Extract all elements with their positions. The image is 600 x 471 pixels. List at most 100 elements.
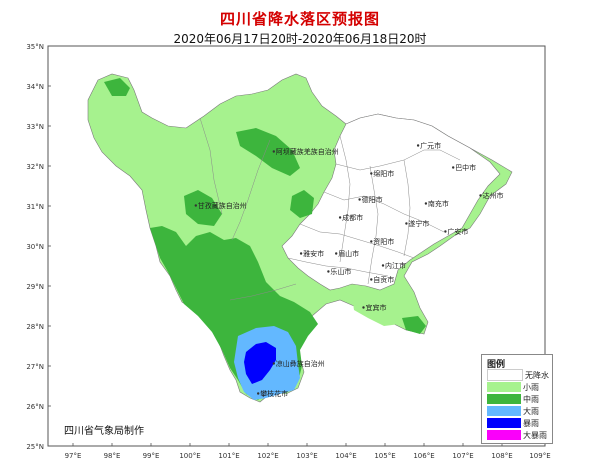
- place-label: 巴中市: [455, 163, 476, 172]
- no-rain-area: [281, 113, 501, 291]
- legend-swatch-rainstorm: [487, 418, 521, 428]
- legend-item-extreme: 大暴雨: [487, 429, 547, 441]
- place-label: 甘孜藏族自治州: [198, 201, 247, 210]
- legend-item-rainstorm: 暴雨: [487, 417, 539, 429]
- place-marker: [257, 392, 260, 395]
- place-marker: [370, 278, 373, 281]
- lon-label-98: 98°E: [104, 452, 121, 460]
- legend-title: 图例: [487, 360, 506, 370]
- moderate-rain-west: [184, 190, 222, 226]
- place-marker: [272, 150, 275, 153]
- place-label: 成都市: [342, 213, 363, 222]
- lat-label-32: 32°N: [26, 163, 44, 171]
- lon-label-102: 102°E: [257, 452, 278, 460]
- lat-label-35: 35°N: [26, 43, 44, 51]
- lon-label-105: 105°E: [374, 452, 395, 460]
- place-label: 宜宾市: [366, 303, 387, 312]
- place-marker: [299, 252, 303, 255]
- lon-label-108: 108°E: [491, 452, 512, 460]
- legend-item-moderate: 中雨: [487, 393, 539, 405]
- forecast-period: 2020年06月17日20时-2020年06月18日20时: [173, 32, 427, 46]
- place-label: 绵阳市: [373, 169, 394, 178]
- moderate-rain-aba: [236, 128, 300, 176]
- map-title: 四川省降水落区预报图: [219, 10, 380, 28]
- place-label: 凉山彝族自治州: [276, 359, 325, 368]
- city-boundaries: [199, 117, 461, 301]
- place-marker: [362, 306, 365, 309]
- light-rain-yibin: [352, 296, 402, 326]
- lon-label-101: 101°E: [218, 452, 239, 460]
- place-label: 乐山市: [330, 267, 351, 276]
- lat-label-33: 33°N: [26, 123, 44, 131]
- lon-label-107: 107°E: [452, 452, 473, 460]
- lon-label-103: 103°E: [296, 452, 317, 460]
- place-label: 内江市: [385, 261, 406, 270]
- place-label: 遂宁市: [408, 219, 429, 228]
- moderate-rain-east: [402, 316, 426, 334]
- lon-label-104: 104°E: [335, 452, 356, 460]
- place-marker: [370, 240, 373, 243]
- lat-label-25: 25°N: [26, 443, 44, 451]
- place-marker: [335, 252, 338, 255]
- place-marker: [444, 230, 447, 233]
- lat-label-34: 34°N: [26, 83, 44, 91]
- legend-swatch-none: [487, 369, 523, 381]
- place-marker: [327, 270, 330, 273]
- place-marker: [272, 362, 275, 365]
- place-marker: [424, 202, 428, 205]
- place-marker: [381, 264, 385, 267]
- lat-label-28: 28°N: [26, 323, 44, 331]
- place-label: 眉山市: [338, 249, 359, 258]
- rainstorm-area: [244, 342, 276, 384]
- lat-label-27: 27°N: [26, 363, 44, 371]
- place-marker: [358, 198, 361, 201]
- legend-label-none: 无降水: [525, 370, 549, 380]
- moderate-rain-center: [290, 190, 314, 218]
- place-marker: [194, 204, 197, 207]
- place-label: 阿坝藏族羌族自治州: [276, 147, 339, 156]
- place-marker: [338, 216, 342, 219]
- place-label: 南充市: [428, 199, 449, 208]
- province-regions: [87, 73, 513, 403]
- place-label: 攀枝花市: [260, 389, 288, 398]
- legend: 图例 无降水 小雨 中雨 大雨 暴雨 大暴雨: [481, 354, 553, 444]
- lat-label-30: 30°N: [26, 243, 44, 251]
- place-marker: [405, 222, 408, 225]
- legend-item-light: 小雨: [487, 381, 539, 393]
- legend-swatch-extreme: [487, 430, 521, 440]
- legend-swatch-light: [487, 382, 521, 392]
- place-marker: [370, 172, 373, 175]
- producer-credit: 四川省气象局制作: [64, 426, 144, 437]
- lon-label-97: 97°E: [65, 452, 82, 460]
- longitude-ticks: [72, 443, 503, 446]
- lat-label-26: 26°N: [26, 403, 44, 411]
- legend-swatch-heavy: [487, 406, 521, 416]
- longitude-axis: 97°E 98°E 99°E 100°E 101°E 102°E 103°E 1…: [65, 452, 551, 460]
- legend-swatch-moderate: [487, 394, 521, 404]
- place-marker: [479, 194, 482, 197]
- place-label: 广安市: [447, 227, 468, 236]
- latitude-axis: 35°N 34°N 33°N 32°N 31°N 30°N 29°N 28°N …: [26, 43, 44, 451]
- legend-item-heavy: 大雨: [487, 405, 539, 417]
- lon-label-100: 100°E: [179, 452, 200, 460]
- legend-label-light: 小雨: [523, 382, 539, 392]
- legend-label-extreme: 大暴雨: [523, 430, 547, 440]
- place-marker: [416, 144, 420, 147]
- legend-label-heavy: 大雨: [523, 406, 539, 416]
- lat-label-29: 29°N: [26, 283, 44, 291]
- legend-item-none: 无降水: [487, 369, 549, 381]
- legend-label-moderate: 中雨: [523, 394, 539, 404]
- place-label: 自贡市: [373, 275, 394, 284]
- place-label: 资阳市: [373, 237, 394, 246]
- lon-label-109: 109°E: [529, 452, 550, 460]
- latitude-ticks: [48, 85, 51, 407]
- lon-label-106: 106°E: [413, 452, 434, 460]
- place-marker: [452, 166, 455, 169]
- place-label: 广元市: [420, 141, 441, 150]
- lat-label-31: 31°N: [26, 203, 44, 211]
- moderate-rain-northwest: [104, 78, 130, 96]
- place-label: 雅安市: [303, 249, 324, 258]
- place-label: 达州市: [483, 191, 504, 200]
